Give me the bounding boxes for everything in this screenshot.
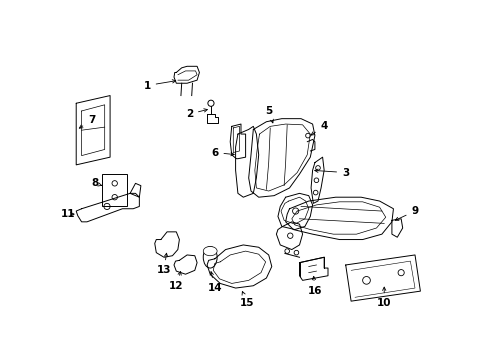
Text: 3: 3 [314,167,348,177]
Text: 12: 12 [169,271,183,291]
Ellipse shape [203,247,217,256]
Text: 10: 10 [376,287,391,309]
Text: 7: 7 [79,115,95,128]
Bar [102,174,127,206]
Text: 1: 1 [143,80,175,91]
Text: 2: 2 [185,109,207,119]
Text: 4: 4 [310,121,327,135]
Text: 5: 5 [264,106,273,123]
Text: 8: 8 [91,178,102,188]
Text: 13: 13 [157,253,171,275]
Ellipse shape [203,247,217,268]
Text: 6: 6 [211,148,234,158]
Text: 9: 9 [394,206,418,220]
Text: 16: 16 [307,276,322,296]
Text: 15: 15 [240,292,254,309]
Text: 11: 11 [61,209,76,219]
Text: 14: 14 [207,272,222,293]
